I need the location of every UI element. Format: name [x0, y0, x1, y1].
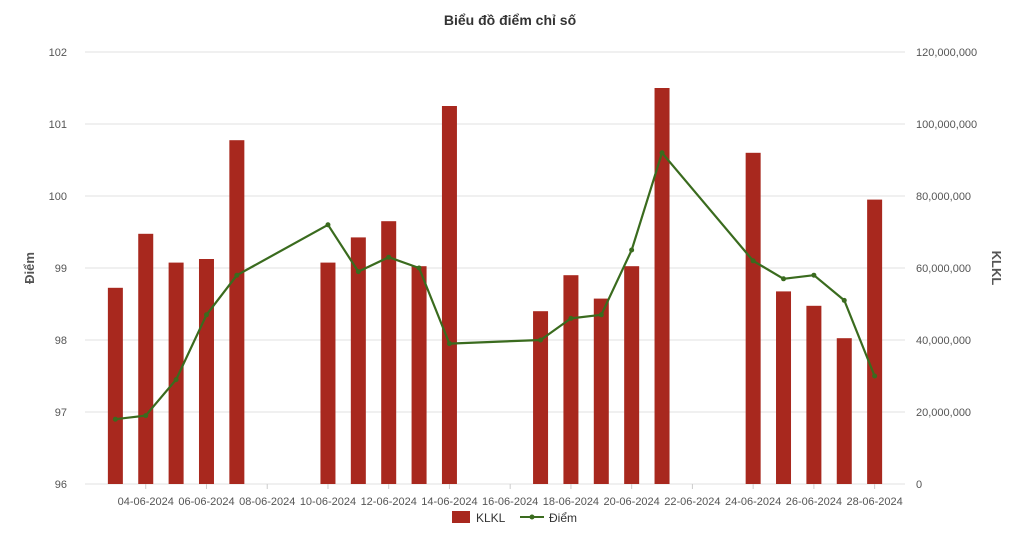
index-point — [355, 269, 361, 275]
legend[interactable]: KLKL Điểm — [452, 511, 577, 525]
legend-line-marker — [529, 514, 535, 520]
index-point — [143, 413, 149, 419]
chart-title: Biểu đồ điểm chỉ số — [444, 12, 577, 28]
volume-bar — [411, 266, 427, 484]
left-axis-tick-label: 99 — [55, 263, 67, 275]
left-axis-tick-label: 96 — [55, 479, 67, 491]
volume-bar — [198, 259, 214, 484]
x-axis-tick-label: 12-06-2024 — [361, 496, 417, 508]
index-point — [781, 276, 787, 282]
x-axis-tick-label: 16-06-2024 — [482, 496, 538, 508]
volume-bar — [593, 298, 609, 484]
volume-bar — [533, 311, 549, 484]
volume-bar — [624, 266, 640, 484]
left-axis-title: Điểm — [22, 252, 37, 284]
legend-label-klkl: KLKL — [476, 511, 506, 525]
index-point — [872, 373, 878, 379]
left-axis-ticks: 96 97 98 99 100 101 102 — [49, 47, 67, 491]
x-axis-tick-label: 04-06-2024 — [118, 496, 174, 508]
volume-bar — [350, 237, 366, 484]
x-axis-tick-label: 06-06-2024 — [178, 496, 234, 508]
right-axis-ticks: 0 20,000,000 40,000,000 60,000,000 80,000,00… — [916, 47, 977, 491]
index-point — [234, 272, 240, 278]
volume-bar — [107, 287, 123, 484]
index-point — [203, 312, 209, 318]
index-point — [112, 416, 118, 422]
x-axis-tick-label: 28-06-2024 — [846, 496, 902, 508]
volume-bar — [320, 262, 336, 484]
volume-bar — [776, 291, 792, 484]
volume-bar — [806, 305, 822, 484]
gridlines — [85, 51, 905, 485]
index-point — [416, 265, 422, 271]
volume-bar — [745, 152, 761, 485]
index-point — [598, 312, 604, 318]
index-line-path — [115, 151, 876, 421]
volume-bar — [138, 233, 154, 484]
volume-bar — [168, 262, 184, 484]
volume-bar — [381, 221, 397, 484]
left-axis-tick-label: 101 — [49, 119, 67, 131]
right-axis-tick-label: 80,000,000 — [916, 191, 971, 203]
volume-bar — [229, 140, 245, 484]
index-point — [629, 247, 635, 253]
index-point — [325, 222, 331, 228]
volume-bar — [441, 106, 457, 484]
right-axis-tick-label: 0 — [916, 479, 922, 491]
index-point — [750, 258, 756, 264]
x-axis-tick-label: 14-06-2024 — [421, 496, 477, 508]
x-axis-tick-label: 18-06-2024 — [543, 496, 599, 508]
x-axis-tick-label: 24-06-2024 — [725, 496, 781, 508]
right-axis-tick-label: 40,000,000 — [916, 335, 971, 347]
right-axis-tick-label: 20,000,000 — [916, 407, 971, 419]
index-point — [173, 377, 179, 383]
volume-bars — [107, 88, 883, 485]
left-axis-tick-label: 100 — [49, 191, 67, 203]
index-point — [386, 254, 392, 260]
right-axis-title: KLKL — [989, 251, 1004, 286]
volume-bar — [836, 338, 852, 484]
right-axis-tick-label: 100,000,000 — [916, 119, 977, 131]
left-axis-tick-label: 97 — [55, 407, 67, 419]
x-axis-tick-label: 26-06-2024 — [786, 496, 842, 508]
volume-bar — [867, 199, 883, 484]
x-axis-tick-label: 22-06-2024 — [664, 496, 720, 508]
x-axis-tick-label: 08-06-2024 — [239, 496, 295, 508]
index-point — [568, 315, 574, 321]
x-axis-tick-label: 20-06-2024 — [604, 496, 660, 508]
x-axis-ticks: 04-06-2024 06-06-2024 08-06-2024 10-06-2024… — [118, 484, 903, 508]
volume-bar — [654, 88, 670, 484]
index-point — [841, 297, 847, 303]
index-line — [112, 150, 878, 422]
legend-label-diem: Điểm — [549, 511, 577, 525]
index-point — [659, 150, 665, 156]
index-point — [446, 341, 452, 347]
x-axis-tick-label: 10-06-2024 — [300, 496, 356, 508]
index-point — [538, 337, 544, 343]
right-axis-tick-label: 120,000,000 — [916, 47, 977, 59]
legend-bar-swatch — [452, 511, 470, 523]
index-point — [811, 272, 817, 278]
volume-bar — [563, 275, 579, 484]
left-axis-tick-label: 98 — [55, 335, 67, 347]
right-axis-tick-label: 60,000,000 — [916, 263, 971, 275]
left-axis-tick-label: 102 — [49, 47, 67, 59]
